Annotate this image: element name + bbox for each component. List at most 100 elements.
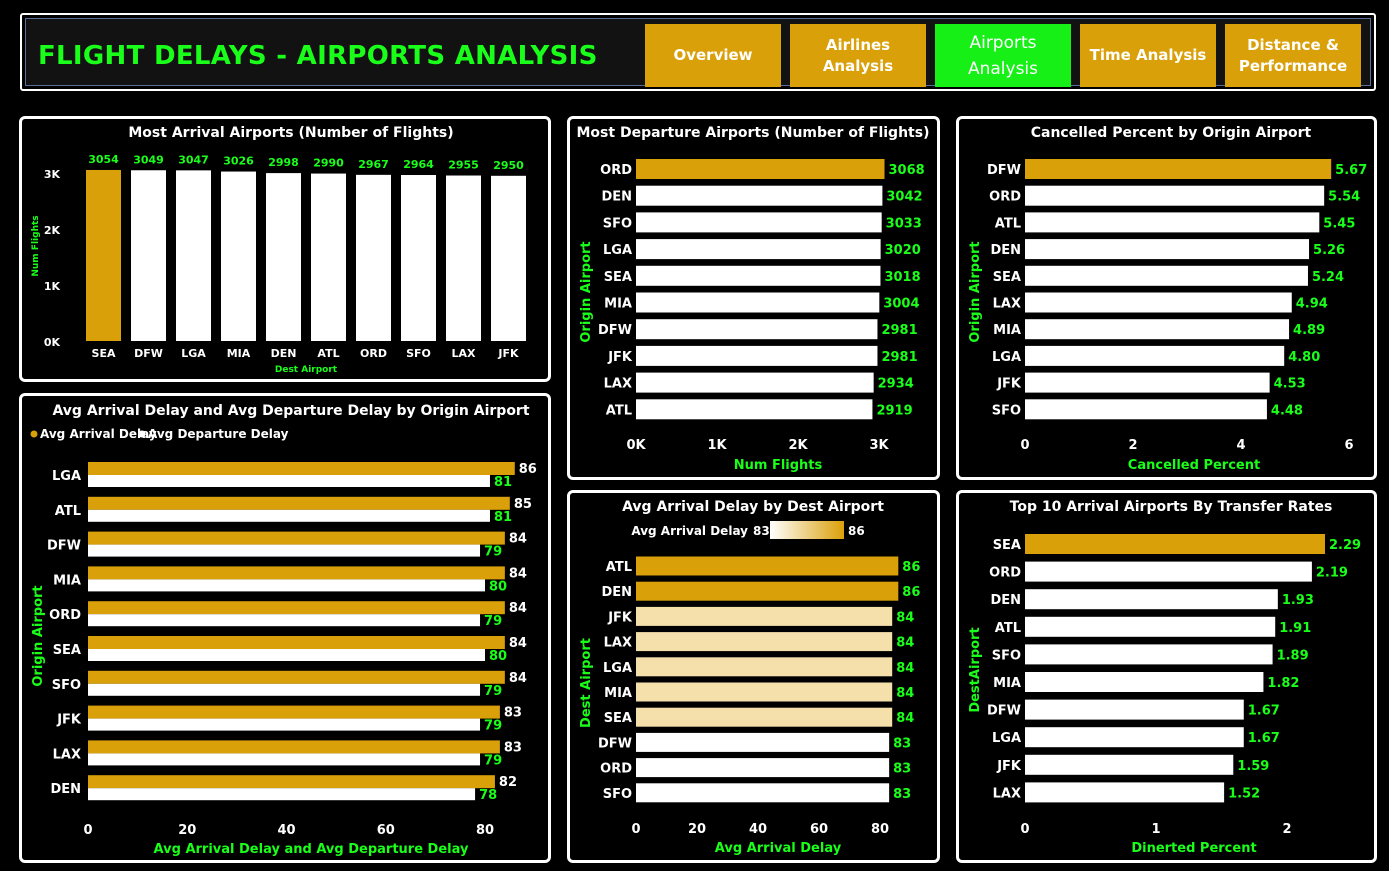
bar — [446, 175, 481, 341]
bar — [176, 170, 211, 341]
bar — [221, 171, 256, 341]
data-label: 3026 — [223, 155, 254, 168]
data-label: 2967 — [358, 158, 389, 171]
data-label: 2981 — [881, 350, 917, 365]
category-label: DEN — [601, 585, 632, 600]
category-label: SEA — [53, 643, 81, 658]
x-tick-label: 20 — [688, 822, 706, 837]
x-tick-label: 6 — [1344, 438, 1353, 453]
category-label: MIA — [227, 347, 251, 360]
bar — [1025, 699, 1244, 720]
departure-airports-chart: Most Departure Airports (Number of Fligh… — [567, 116, 940, 480]
bar-arrival — [88, 740, 500, 754]
x-tick-label: 2 — [1128, 438, 1137, 453]
data-label: 3020 — [885, 243, 921, 258]
category-label: SFO — [992, 403, 1021, 418]
data-label: 79 — [484, 684, 502, 699]
bar — [636, 399, 873, 420]
bar — [1025, 534, 1325, 554]
bar — [636, 239, 881, 260]
chart-svg: Avg Arrival Delay and Avg Departure Dela… — [30, 403, 537, 857]
y-axis-title: Origin Airport — [968, 241, 983, 342]
category-label: DFW — [598, 323, 632, 338]
data-label: 3068 — [889, 163, 925, 178]
x-tick-label: 0 — [1020, 822, 1029, 837]
data-label: 2998 — [268, 156, 299, 169]
nav-airlines-analysis-button[interactable]: Airlines Analysis — [790, 24, 926, 87]
y-axis-title: Dest Airport — [579, 638, 594, 728]
bar-departure — [88, 544, 481, 557]
y-axis-title: Origin Airport — [31, 585, 46, 686]
header-bar: FLIGHT DELAYS - AIRPORTS ANALYSIS Overvi… — [20, 13, 1376, 91]
bar-arrival — [88, 496, 510, 510]
data-label: 4.53 — [1274, 377, 1306, 392]
y-tick-label: 2K — [44, 224, 61, 237]
data-label: 86 — [902, 560, 920, 575]
category-label: JFK — [56, 713, 82, 728]
category-label: ORD — [989, 190, 1021, 205]
bar — [636, 657, 893, 677]
bar — [1025, 616, 1276, 637]
data-label: 85 — [514, 497, 532, 512]
bar — [1025, 292, 1292, 313]
x-tick-label: 2 — [1282, 822, 1291, 837]
x-tick-label: 1K — [707, 438, 727, 453]
bar — [636, 345, 878, 366]
data-label: 84 — [896, 686, 914, 701]
category-label: SEA — [993, 270, 1021, 285]
cancelled-percent-chart: Cancelled Percent by Origin Airport DFW 5.… — [956, 116, 1377, 480]
y-axis-title: Num Flights — [31, 215, 41, 276]
data-label: 1.59 — [1237, 759, 1269, 774]
data-label: 86 — [519, 462, 537, 477]
x-axis-title: Dinerted Percent — [1131, 841, 1256, 856]
category-label: MIA — [604, 686, 632, 701]
bar — [636, 185, 883, 206]
data-label: 4.48 — [1271, 403, 1303, 418]
bar — [636, 707, 893, 727]
data-label: 3042 — [886, 190, 922, 205]
bar — [1025, 727, 1244, 748]
legend-label: Avg Arrival Delay — [40, 427, 157, 441]
category-label: ATL — [606, 560, 632, 575]
bar-arrival — [88, 705, 500, 719]
chart-svg: Most Arrival Airports (Number of Flights… — [31, 125, 526, 375]
bar-arrival — [88, 636, 505, 649]
category-label: ATL — [995, 216, 1021, 231]
bar-arrival — [88, 670, 505, 684]
category-label: DFW — [987, 704, 1021, 719]
legend-marker — [30, 430, 38, 438]
legend-label: Avg Departure Delay — [148, 427, 289, 441]
nav-airports-analysis-button[interactable]: Airports Analysis — [935, 24, 1071, 87]
nav-overview-button[interactable]: Overview — [645, 24, 781, 87]
y-tick-label: 1K — [44, 280, 61, 293]
chart-svg: Avg Arrival Delay by Dest Airport ATL 86 DE… — [579, 499, 920, 856]
bar — [636, 581, 899, 601]
category-label: JFK — [607, 610, 633, 625]
category-label: MIA — [993, 323, 1021, 338]
bar — [636, 732, 890, 752]
arrival-airports-chart: Most Arrival Airports (Number of Flights… — [19, 116, 551, 382]
nav-time-analysis-button[interactable]: Time Analysis — [1080, 24, 1216, 87]
chart-svg: Top 10 Arrival Airports By Transfer Rate… — [968, 499, 1361, 856]
page-title: FLIGHT DELAYS - AIRPORTS ANALYSIS — [38, 41, 598, 71]
bar — [491, 175, 526, 341]
bar — [636, 632, 893, 652]
category-label: LGA — [603, 243, 632, 258]
x-tick-label: 2K — [788, 438, 808, 453]
nav-distance-performance-button[interactable]: Distance & Performance — [1225, 24, 1361, 87]
x-axis-title: Avg Arrival Delay and Avg Departure Dela… — [154, 842, 469, 857]
bar-arrival — [88, 462, 515, 475]
bar — [1025, 265, 1308, 286]
category-label: MIA — [604, 297, 632, 312]
data-label: 2990 — [313, 157, 344, 170]
bar — [636, 212, 882, 233]
bar — [311, 173, 346, 341]
data-label: 81 — [494, 475, 512, 490]
x-tick-label: 1 — [1151, 822, 1160, 837]
data-label: 3018 — [884, 270, 920, 285]
data-label: 4.89 — [1293, 323, 1325, 338]
category-label: DEN — [990, 243, 1021, 258]
data-label: 1.89 — [1277, 648, 1309, 663]
category-label: JFK — [996, 759, 1022, 774]
data-label: 2.19 — [1316, 566, 1348, 581]
